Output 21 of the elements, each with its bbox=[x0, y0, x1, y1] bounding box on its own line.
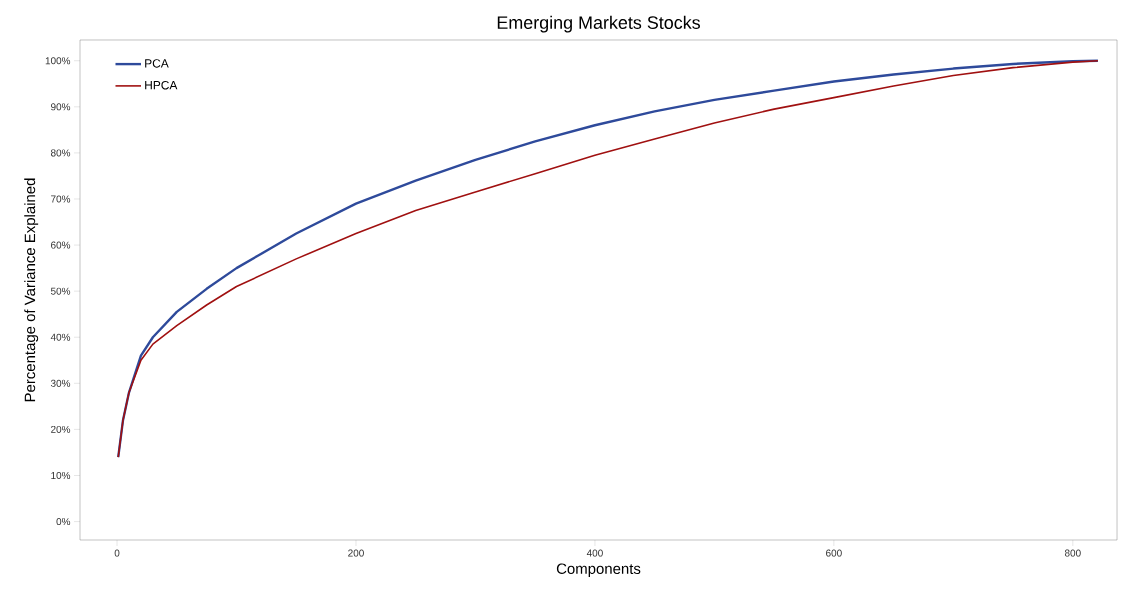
y-tick-label: 0% bbox=[56, 518, 71, 526]
y-tick-label: 80% bbox=[50, 149, 71, 157]
x-tick-label: 600 bbox=[826, 549, 842, 557]
y-tick-label: 40% bbox=[50, 333, 71, 341]
y-tick-label: 20% bbox=[51, 425, 71, 433]
y-tick-label: 10% bbox=[51, 471, 71, 480]
x-axis-title: Components bbox=[556, 563, 641, 577]
x-tick-label: 0 bbox=[114, 549, 120, 557]
x-tick-label: 200 bbox=[348, 549, 364, 557]
x-tick-label: 400 bbox=[586, 549, 603, 557]
y-tick-label: 90% bbox=[51, 103, 71, 111]
legend-label: PCA bbox=[145, 59, 169, 68]
y-tick-label: 50% bbox=[50, 287, 71, 295]
y-tick-label: 70% bbox=[51, 195, 71, 203]
y-tick-label: 60% bbox=[51, 241, 71, 249]
legend-label: HPCA bbox=[145, 80, 178, 90]
x-tick-label: 800 bbox=[1064, 549, 1081, 557]
chart-title: Emerging Markets Stocks bbox=[497, 15, 700, 33]
y-tick-label: 100% bbox=[45, 57, 71, 65]
y-tick-label: 30% bbox=[50, 379, 71, 387]
y-axis-title: Percentage of Variance Explained bbox=[24, 178, 39, 402]
